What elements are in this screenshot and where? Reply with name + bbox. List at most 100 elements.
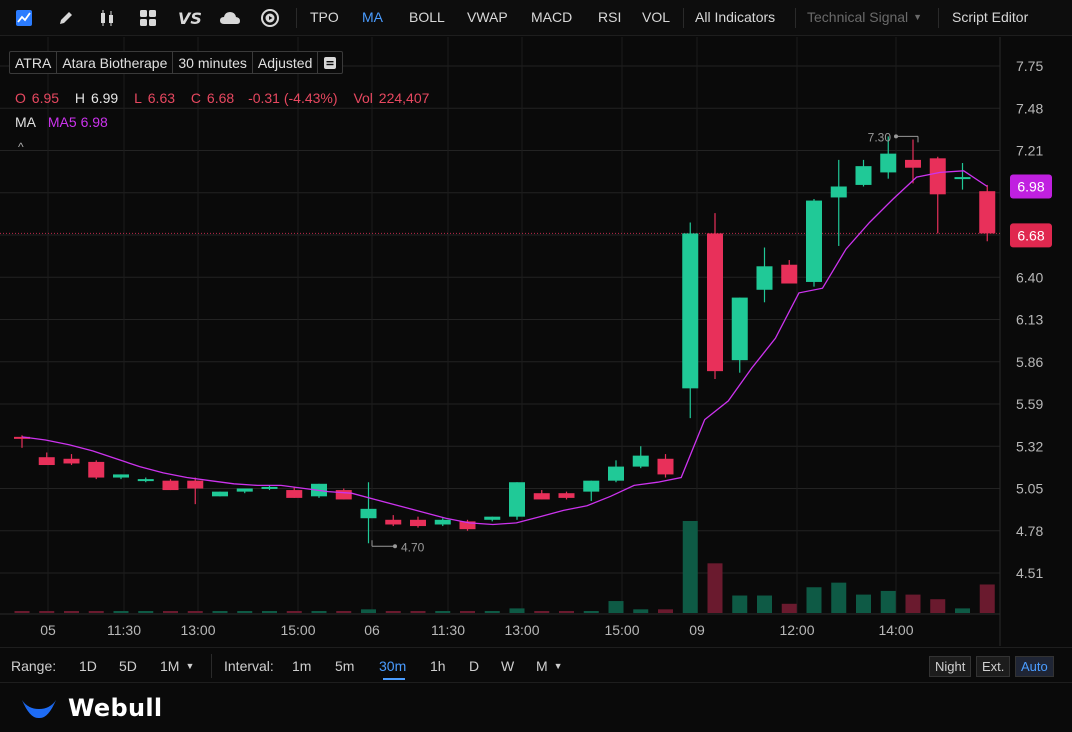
technical-signal-dropdown[interactable]: Technical Signal ▼ xyxy=(807,9,922,25)
volume-bar xyxy=(262,611,277,613)
ticker-info-box: ATRA Atara Biotherape 30 minutes Adjuste… xyxy=(9,51,344,74)
volume-bar xyxy=(361,609,376,613)
candle-body xyxy=(855,166,872,185)
volume-bar xyxy=(460,611,475,613)
candle-body xyxy=(63,458,80,464)
tab-boll[interactable]: BOLL xyxy=(409,9,445,25)
interval-1m[interactable]: 1m xyxy=(292,658,312,674)
tab-tpo[interactable]: TPO xyxy=(310,9,339,25)
close-value: 6.68 xyxy=(206,90,235,106)
brand-footer: Webull xyxy=(20,692,162,724)
candlestick-icon[interactable] xyxy=(97,8,117,28)
low-label: L xyxy=(134,90,142,106)
tab-vwap[interactable]: VWAP xyxy=(467,9,508,25)
interval-1h[interactable]: 1h xyxy=(430,658,446,674)
candle-body xyxy=(410,519,426,527)
tab-macd[interactable]: MACD xyxy=(531,9,573,25)
volume-bar xyxy=(237,611,253,613)
ma5-value: 6.98 xyxy=(80,114,108,130)
interval-w[interactable]: W xyxy=(501,658,515,674)
grid-layout-icon[interactable] xyxy=(138,8,158,28)
interval-label: 30 minutes xyxy=(173,52,253,73)
menu-icon[interactable] xyxy=(318,52,342,73)
high-label: H xyxy=(74,90,86,106)
close-label: C xyxy=(190,90,202,106)
cloud-icon[interactable] xyxy=(218,8,242,28)
range-1d[interactable]: 1D xyxy=(79,658,97,674)
high-marker-dot xyxy=(894,134,898,139)
interval-m-dropdown[interactable]: M ▼ xyxy=(536,658,563,674)
volume-bar xyxy=(113,611,129,613)
volume-bar xyxy=(64,611,79,613)
volume-bar xyxy=(187,611,203,613)
ma-readout: MA MA5 6.98 xyxy=(15,114,108,130)
volume-bar xyxy=(14,611,30,613)
volume-bar xyxy=(385,611,401,613)
price-tick-label: 7.48 xyxy=(1016,100,1043,116)
session-night-button[interactable]: Night xyxy=(929,656,972,677)
collapse-caret-icon[interactable]: ^ xyxy=(18,140,24,154)
all-indicators-button[interactable]: All Indicators xyxy=(695,9,776,25)
chevron-down-icon: ▼ xyxy=(913,12,923,22)
candle-body xyxy=(385,519,402,525)
pencil-icon[interactable] xyxy=(56,8,76,28)
candle-body xyxy=(360,508,377,519)
candle-body xyxy=(756,266,773,290)
session-ext-button[interactable]: Ext. xyxy=(976,656,1011,677)
interval-30m[interactable]: 30m xyxy=(379,658,407,674)
candle-body xyxy=(236,488,253,492)
compare-vs-icon[interactable]: VS xyxy=(177,8,203,28)
volume-bar xyxy=(39,611,55,613)
range-1m-dropdown[interactable]: 1M ▼ xyxy=(160,658,194,674)
tab-ma[interactable]: MA xyxy=(362,9,383,25)
range-5d[interactable]: 5D xyxy=(119,658,137,674)
volume-bar xyxy=(435,611,451,613)
candle-body xyxy=(608,466,624,481)
candle-body xyxy=(880,153,897,173)
price-tick-label: 4.78 xyxy=(1016,523,1043,539)
chart-type-icon[interactable] xyxy=(14,8,34,28)
time-tick-label: 15:00 xyxy=(604,622,639,638)
interval-active-indicator xyxy=(383,678,405,680)
candle-body xyxy=(558,493,575,498)
time-tick-label: 09 xyxy=(689,622,705,638)
candle-body xyxy=(905,159,921,168)
replay-icon[interactable] xyxy=(260,8,280,28)
volume-bar xyxy=(905,594,921,613)
session-auto-button[interactable]: Auto xyxy=(1015,656,1054,677)
candle-body xyxy=(335,490,352,500)
time-tick-label: 12:00 xyxy=(779,622,814,638)
volume-bar xyxy=(484,611,500,613)
volume-bar xyxy=(806,587,822,613)
volume-bar xyxy=(781,603,797,613)
candle-body xyxy=(286,490,303,498)
candle-body xyxy=(682,233,699,389)
volume-bar xyxy=(559,611,574,613)
volume-bar xyxy=(138,611,154,613)
technical-signal-label: Technical Signal xyxy=(807,9,909,25)
interval-5m[interactable]: 5m xyxy=(335,658,355,674)
volume-bar xyxy=(88,611,104,613)
volume-bar xyxy=(212,611,228,613)
chart-area[interactable]: 7.757.487.216.946.676.406.135.865.595.32… xyxy=(0,37,1072,646)
price-chart[interactable]: 7.757.487.216.946.676.406.135.865.595.32… xyxy=(0,37,1072,646)
current-price-badge-label: 6.68 xyxy=(1017,227,1044,243)
volume-bar xyxy=(509,608,525,613)
candle-body xyxy=(459,521,476,530)
candle-body xyxy=(88,461,105,478)
volume-bar xyxy=(608,601,624,613)
high-value: 6.99 xyxy=(90,90,119,106)
volume-bar xyxy=(682,521,698,613)
bottom-controls: Range: 1D 5D 1M ▼ Interval: 1m 5m 30m 1h … xyxy=(0,647,1072,683)
candle-body xyxy=(781,264,798,284)
price-tick-label: 7.75 xyxy=(1016,58,1043,74)
tab-rsi[interactable]: RSI xyxy=(598,9,622,25)
candle-body xyxy=(929,158,946,195)
interval-d[interactable]: D xyxy=(469,658,480,674)
candle-body xyxy=(137,479,154,482)
tab-vol[interactable]: VOL xyxy=(642,9,671,25)
script-editor-button[interactable]: Script Editor xyxy=(952,9,1029,25)
volume-bar xyxy=(286,611,302,613)
toolbar-divider xyxy=(795,8,796,28)
candle-body xyxy=(484,516,501,520)
